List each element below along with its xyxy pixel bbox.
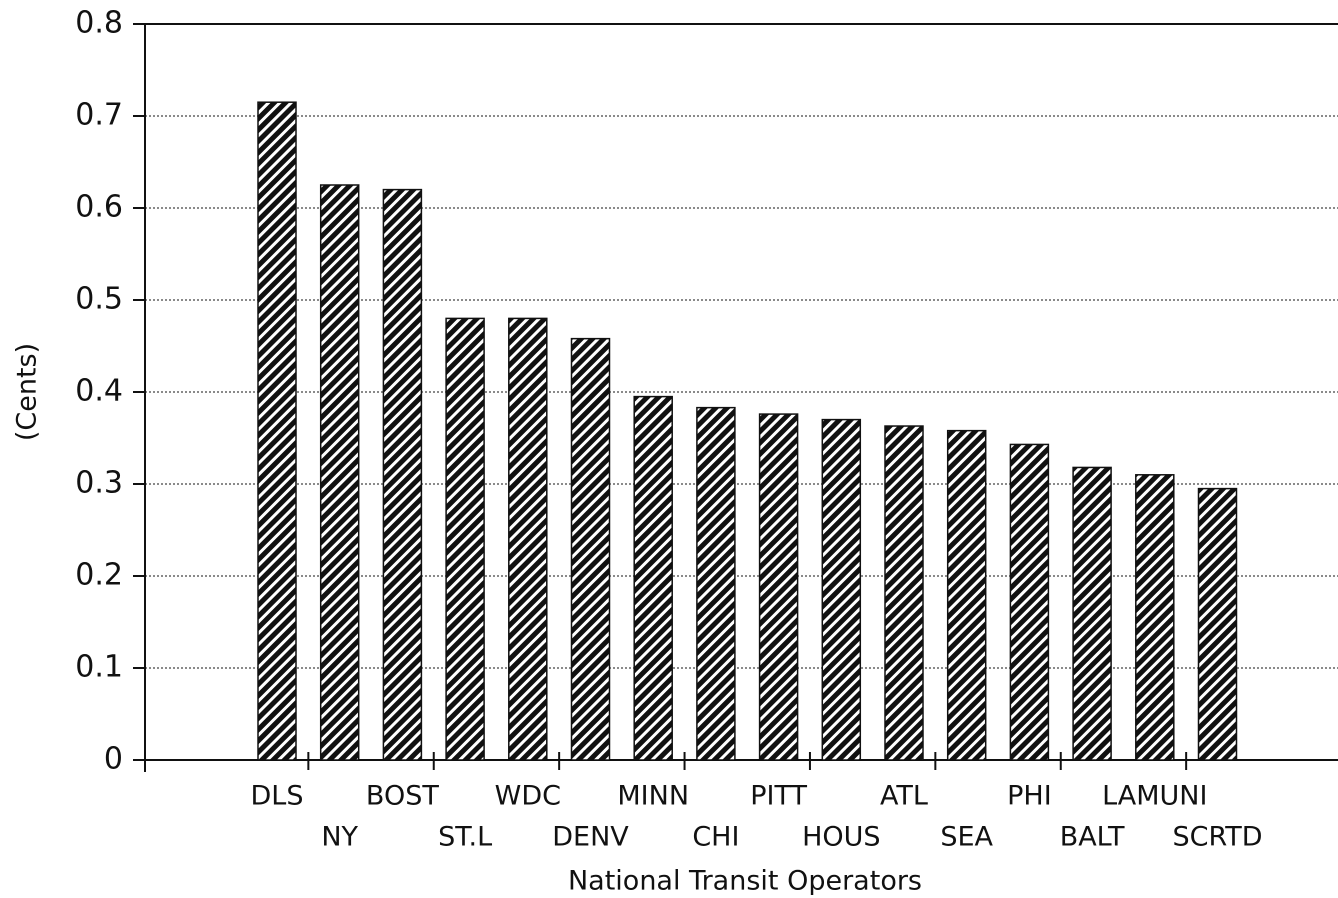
bar	[696, 406, 736, 761]
bar	[1135, 474, 1175, 761]
bar	[946, 429, 987, 761]
x-tick-label: BALT	[1060, 822, 1125, 853]
bar	[758, 413, 799, 761]
bar	[884, 425, 924, 761]
x-tick-label: PHI	[1007, 781, 1052, 812]
x-tick-label: DLS	[251, 781, 304, 812]
x-tick-label: DENV	[552, 822, 629, 853]
bar	[633, 395, 673, 761]
y-tick-label: 0.2	[75, 558, 123, 593]
bar	[1072, 466, 1112, 761]
bar	[1197, 487, 1238, 761]
x-tick-label: PITT	[750, 781, 807, 812]
x-tick-label: WDC	[495, 781, 561, 812]
bar	[382, 188, 423, 761]
x-tick-label: ATL	[880, 781, 928, 812]
y-tick-label: 0.6	[75, 190, 123, 225]
y-tick-label: 0	[104, 742, 123, 777]
x-tick-label: HOUS	[802, 822, 880, 853]
y-tick-label: 0.1	[75, 650, 123, 685]
bar	[508, 317, 548, 761]
bar	[821, 418, 862, 761]
y-axis-label: (Cents)	[12, 343, 43, 441]
bar	[570, 337, 611, 761]
x-tick-label: NY	[321, 822, 358, 853]
x-tick-label: ST.L	[438, 822, 492, 853]
x-tick-label: CHI	[692, 822, 739, 853]
y-tick-label: 0.3	[75, 466, 123, 501]
x-tick-label: SCRTD	[1172, 822, 1262, 853]
x-tick-label: MINN	[617, 781, 689, 812]
x-tick-label: LAMUNI	[1102, 781, 1207, 812]
bar	[445, 317, 485, 761]
x-tick-label: BOST	[366, 781, 439, 812]
bar	[1009, 443, 1050, 761]
bar	[257, 101, 297, 761]
y-tick-label: 0.8	[75, 6, 123, 41]
y-tick-label: 0.7	[75, 98, 123, 133]
x-tick-label: SEA	[940, 822, 993, 853]
x-axis-label: National Transit Operators	[568, 866, 922, 897]
y-tick-label: 0.4	[75, 374, 123, 409]
y-tick-label: 0.5	[75, 282, 123, 317]
bar	[319, 184, 360, 761]
